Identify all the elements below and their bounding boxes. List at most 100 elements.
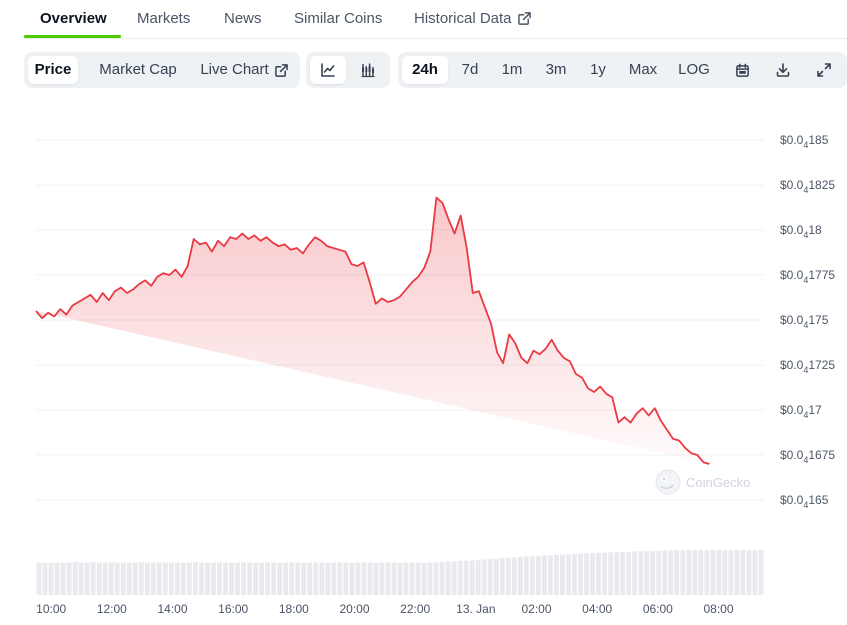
tab-similar-coins[interactable]: Similar Coins	[294, 10, 383, 27]
y-tick-label: $0.04165	[780, 493, 829, 510]
x-tick-label: 13. Jan	[456, 602, 495, 616]
volume-bar	[391, 562, 397, 595]
y-tick-label: $0.041825	[780, 178, 835, 195]
range-7d-button[interactable]: 7d	[461, 61, 479, 78]
volume-bar	[457, 560, 463, 595]
volume-bar	[596, 552, 601, 595]
volume-bar	[608, 552, 613, 596]
y-tick-label: $0.0417	[780, 403, 822, 420]
tab-news[interactable]: News	[224, 10, 262, 27]
volume-bar	[181, 562, 186, 595]
volume-bar	[475, 559, 481, 595]
volume-bar	[271, 562, 276, 595]
volume-bar	[542, 555, 547, 595]
volume-bar	[108, 562, 114, 595]
volume-bar	[175, 562, 180, 595]
volume-bar	[614, 552, 619, 596]
volume-bar	[421, 562, 427, 595]
price-chart[interactable]: $0.04185 $0.041825 $0.0418 $0.041775 $0.0417…	[0, 100, 847, 625]
tab-historical-data-label: Historical Data	[414, 10, 512, 27]
volume-bar	[313, 562, 319, 595]
volume-bar	[96, 562, 102, 595]
calendar-icon	[735, 63, 749, 77]
y-tick-label: $0.041775	[780, 268, 835, 285]
volume-bar	[84, 562, 90, 595]
y-tick-label: $0.0418	[780, 223, 822, 240]
candlestick-button[interactable]	[350, 56, 386, 84]
volume-bar	[590, 553, 595, 595]
volume-bar	[120, 562, 126, 595]
volume-bar	[253, 562, 258, 595]
active-tab-indicator	[24, 35, 121, 38]
tab-overview[interactable]: Overview	[40, 10, 107, 27]
x-tick-label: 20:00	[339, 602, 369, 616]
market-cap-button[interactable]: Market Cap	[99, 61, 177, 78]
line-chart-button[interactable]	[310, 56, 346, 84]
range-24h-button[interactable]: 24h	[402, 56, 448, 84]
volume-bar	[229, 562, 234, 595]
volume-bar	[169, 562, 174, 595]
download-button[interactable]	[767, 56, 799, 84]
volume-bar	[566, 554, 571, 595]
range-max-button[interactable]: Max	[628, 61, 658, 78]
volume-bar	[680, 550, 686, 595]
price-button[interactable]: Price	[28, 56, 78, 84]
x-tick-label: 16:00	[218, 602, 248, 616]
volume-bar	[343, 562, 349, 595]
line-chart-icon	[321, 63, 335, 77]
chart-style-toggle	[306, 52, 390, 88]
volume-bar	[337, 562, 343, 595]
volume-bar	[548, 555, 553, 595]
range-3m-button[interactable]: 3m	[545, 61, 567, 78]
volume-bar	[451, 561, 457, 596]
volume-bar	[656, 550, 662, 595]
volume-bar	[138, 562, 144, 595]
volume-bar	[517, 556, 523, 596]
volume-bar	[433, 562, 439, 595]
volume-bar	[325, 562, 331, 595]
volume-bar	[427, 562, 433, 595]
volume-bar	[728, 550, 734, 595]
volume-bar	[505, 557, 511, 595]
volume-bar	[698, 550, 704, 595]
log-scale-button[interactable]: LOG	[678, 61, 710, 78]
volume-bar	[572, 554, 577, 596]
range-1m-button[interactable]: 1m	[501, 61, 523, 78]
volume-bar	[102, 562, 108, 595]
volume-bar	[235, 562, 240, 595]
volume-bar	[205, 562, 210, 595]
volume-bar	[217, 562, 222, 595]
volume-bars	[36, 550, 764, 596]
y-tick-label: $0.04185	[780, 133, 829, 150]
volume-bar	[644, 550, 650, 595]
volume-bar	[90, 562, 96, 595]
live-chart-button[interactable]: Live Chart	[194, 56, 294, 84]
y-tick-label: $0.04175	[780, 313, 829, 330]
external-link-icon	[274, 63, 288, 77]
volume-bar	[241, 562, 246, 595]
volume-bar	[662, 550, 668, 595]
volume-bar	[162, 562, 168, 595]
chart-type-toggle: Price Market Cap Live Chart	[24, 52, 300, 88]
volume-bar	[66, 562, 72, 595]
volume-bar	[150, 562, 156, 595]
x-tick-label: 22:00	[400, 602, 430, 616]
volume-bar	[692, 550, 698, 595]
volume-bar	[367, 562, 373, 595]
tab-markets[interactable]: Markets	[137, 10, 191, 27]
x-tick-label: 04:00	[582, 602, 612, 616]
volume-bar	[331, 562, 337, 595]
volume-bar	[686, 550, 692, 595]
range-1y-button[interactable]: 1y	[590, 61, 606, 78]
volume-bar	[469, 560, 475, 595]
tab-historical-data[interactable]: Historical Data	[414, 10, 531, 27]
volume-bar	[716, 550, 722, 595]
fullscreen-button[interactable]	[808, 56, 840, 84]
volume-bar	[60, 562, 66, 595]
date-range-button[interactable]	[726, 56, 758, 84]
volume-bar	[156, 562, 162, 595]
fullscreen-icon	[817, 63, 831, 77]
volume-bar	[536, 555, 541, 595]
volume-bar	[638, 551, 644, 595]
time-range-toggle: 24h 7d 1m 3m 1y Max LOG	[398, 52, 847, 88]
